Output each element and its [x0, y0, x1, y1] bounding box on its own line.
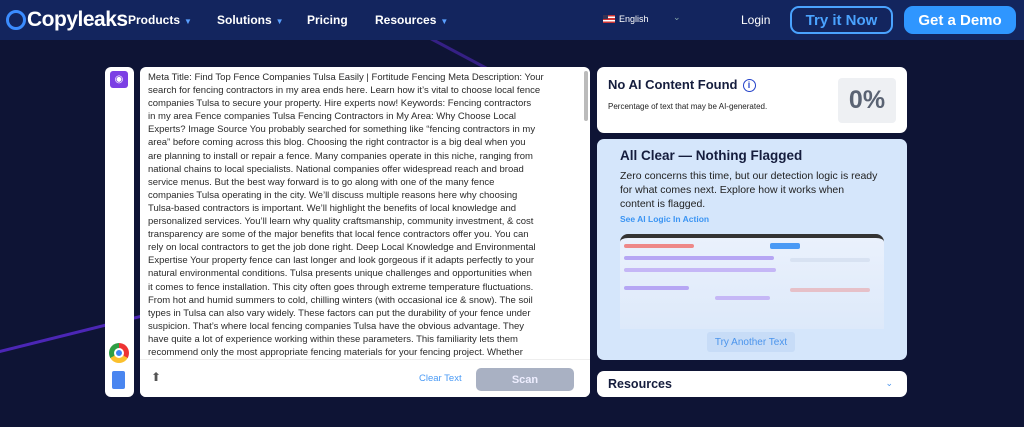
resources-title: Resources	[608, 377, 672, 391]
resources-accordion[interactable]: Resources ⌄	[597, 371, 907, 397]
chevron-down-icon: ▼	[440, 17, 449, 26]
chevron-down-icon: ▼	[275, 17, 284, 26]
eye-icon[interactable]: ◉	[110, 71, 128, 88]
text-line: Tulsa-based contractors is important. We…	[148, 202, 517, 214]
text-line: suspicion. That’s where local fencing co…	[148, 320, 525, 332]
all-clear-title: All Clear — Nothing Flagged	[620, 148, 803, 163]
nav-pricing[interactable]: Pricing	[307, 13, 348, 27]
text-line: Meta Title: Find Top Fence Companies Tul…	[148, 72, 544, 83]
text-input[interactable]: Meta Title: Find Top Fence Companies Tul…	[148, 71, 584, 359]
nav-solutions[interactable]: Solutions ▼	[217, 13, 284, 27]
chevron-down-icon[interactable]: ⌄	[673, 12, 681, 22]
upload-icon[interactable]: ⬆	[151, 370, 162, 384]
text-line: companies Tulsa operating in the city. W…	[148, 189, 518, 201]
nav-products[interactable]: Products ▼	[128, 13, 192, 27]
us-flag-icon	[603, 15, 615, 23]
login-link[interactable]: Login	[741, 13, 771, 27]
text-line: Experts? Image Source You probably searc…	[148, 124, 536, 136]
see-ai-logic-link[interactable]: See AI Logic In Action	[620, 214, 710, 224]
chevron-down-icon: ▼	[184, 17, 192, 26]
preview-image	[620, 234, 884, 329]
scrollbar[interactable]	[584, 71, 588, 121]
chevron-down-icon[interactable]: ⌄	[885, 378, 893, 388]
try-it-now-button[interactable]: Try it Now	[790, 6, 893, 34]
language-selector[interactable]: English	[603, 14, 649, 24]
editor-footer: ⬆ Clear Text Scan	[140, 359, 590, 397]
nav-resources[interactable]: Resources ▼	[375, 13, 449, 27]
try-another-text-button[interactable]: Try Another Text	[707, 332, 795, 352]
text-line: service menus. But the best way forward …	[148, 176, 495, 188]
text-line: recommend only the most appropriate fenc…	[148, 346, 523, 358]
source-sidebar: ◉	[105, 67, 134, 397]
copyleaks-logo[interactable]: Copyleaks	[6, 8, 128, 32]
text-line: rely on local contractors to get the job…	[148, 242, 536, 254]
info-icon[interactable]: i	[742, 79, 756, 92]
text-line: personalized services. You’ll learn why …	[148, 216, 534, 228]
text-line: natural environmental conditions. Tulsa …	[148, 268, 532, 280]
google-docs-icon[interactable]	[112, 371, 125, 389]
text-editor[interactable]: Meta Title: Find Top Fence Companies Tul…	[140, 67, 590, 397]
all-clear-description: Zero concerns this time, but our detecti…	[620, 170, 878, 210]
ai-result-card: No AI Content Found i Percentage of text …	[597, 67, 907, 133]
text-line: in my area Fence companies Tulsa Fencing…	[148, 111, 517, 123]
text-line: search for fencing contractors in my are…	[148, 85, 541, 97]
text-line: From hot and humid summers to cold, chil…	[148, 294, 533, 306]
clear-text-button[interactable]: Clear Text	[419, 373, 462, 384]
chrome-icon[interactable]	[109, 343, 129, 363]
text-line: Expertise Your property fence can last l…	[148, 255, 535, 267]
ai-percentage: 0%	[838, 78, 896, 123]
text-line: area” before coming across this blog. Ch…	[148, 137, 526, 149]
text-line: it comes to fence installation. This cit…	[148, 281, 534, 293]
result-subtitle: Percentage of text that may be AI-genera…	[608, 102, 768, 111]
text-line: have quite a lot of experience working w…	[148, 333, 518, 345]
all-clear-card: All Clear — Nothing Flagged Zero concern…	[597, 139, 907, 360]
text-line: are planning to install or repair a fenc…	[148, 150, 533, 162]
text-line: types in Tulsa can also vary widely. The…	[148, 307, 531, 319]
scan-button[interactable]: Scan	[476, 368, 574, 391]
result-title: No AI Content Found i	[608, 77, 756, 92]
get-a-demo-button[interactable]: Get a Demo	[904, 6, 1016, 34]
text-line: national chains to local specialists. Na…	[148, 163, 524, 175]
top-nav: Copyleaks Products ▼ Solutions ▼ Pricing R…	[0, 0, 1024, 40]
text-line: companies Tulsa to secure your property.…	[148, 98, 532, 110]
text-line: transparency are some of the major benef…	[148, 229, 529, 241]
